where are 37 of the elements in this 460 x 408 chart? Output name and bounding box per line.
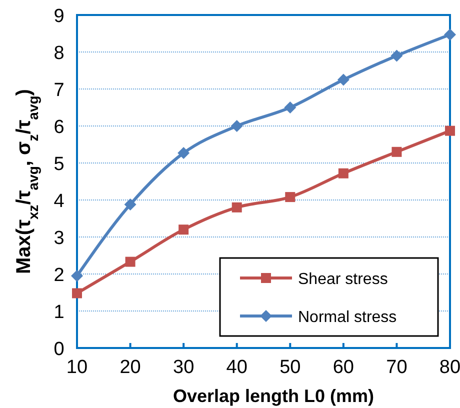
point [232,202,242,212]
x-tick-label: 20 [120,357,141,378]
point [178,224,189,235]
y-tick-label: 1 [54,302,64,323]
point [285,192,296,202]
x-tick-label: 60 [332,357,354,378]
y-tick-label: 3 [54,228,64,249]
point [338,168,348,178]
point [392,146,402,157]
x-tick-label: 70 [386,357,408,378]
y-tick-label: 7 [54,80,64,101]
y-tick-label: 8 [54,43,64,64]
y-tick-label: 0 [54,339,64,360]
y-tick-label: 2 [54,265,64,286]
point [444,28,456,41]
y-tick-label: 6 [54,117,64,138]
x-tick-label: 30 [173,357,194,378]
x-tick-label: 80 [439,357,460,378]
legend-label: Normal stress [298,309,397,326]
x-axis-title: Overlap length L0 (mm) [172,386,374,406]
y-tick-label: 9 [54,6,64,27]
point [390,50,403,62]
point [284,102,296,114]
y-tick-label: 4 [54,191,65,212]
point [445,126,455,136]
point [178,147,190,160]
point [71,270,83,282]
point [72,288,82,298]
point [337,74,350,86]
point [125,256,136,267]
point [230,120,243,132]
y-tick-label: 5 [54,154,64,175]
x-tick-label: 40 [226,357,248,378]
x-tick-label: 50 [280,357,301,378]
point [124,198,136,210]
x-tick-label: 10 [66,357,88,378]
legend-label: Shear stress [298,271,388,288]
